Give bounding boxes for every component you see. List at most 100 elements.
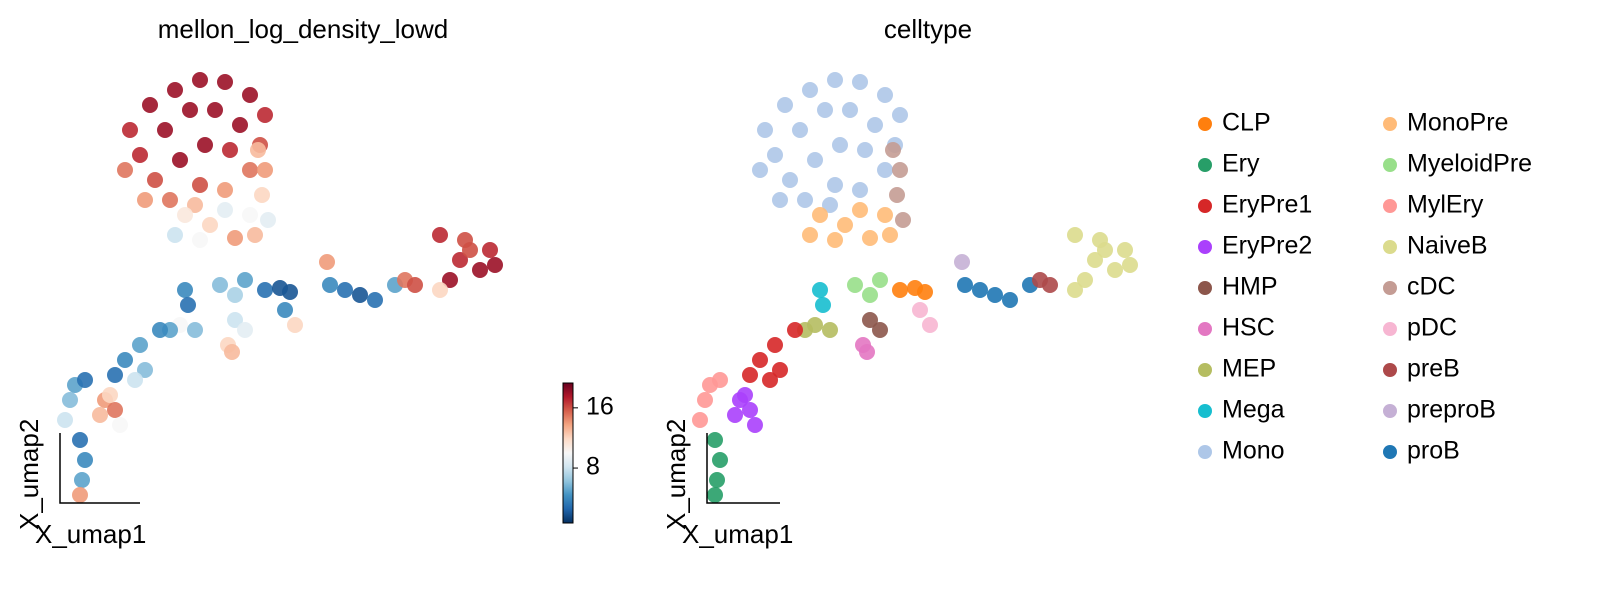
point xyxy=(74,472,90,488)
point xyxy=(132,147,148,163)
point xyxy=(212,277,228,293)
point xyxy=(954,254,970,270)
legend-label: Ery xyxy=(1222,150,1260,178)
legend-label: Mono xyxy=(1222,437,1285,465)
point xyxy=(747,417,763,433)
point xyxy=(107,402,123,418)
point xyxy=(287,317,303,333)
point xyxy=(852,74,868,90)
legend-marker xyxy=(1383,199,1397,213)
chart-title: celltype xyxy=(884,14,972,44)
point xyxy=(152,322,168,338)
point xyxy=(972,282,988,298)
point xyxy=(767,337,783,353)
point xyxy=(207,102,223,118)
legend-marker xyxy=(1198,199,1212,213)
point xyxy=(1077,272,1093,288)
axis-arrow xyxy=(706,433,780,504)
point xyxy=(157,122,173,138)
point xyxy=(319,254,335,270)
point xyxy=(407,277,423,293)
point xyxy=(57,412,73,428)
x-axis-label: X_umap1 xyxy=(35,519,146,549)
point xyxy=(842,102,858,118)
point xyxy=(709,472,725,488)
point xyxy=(242,87,258,103)
legend-marker xyxy=(1383,240,1397,254)
point xyxy=(752,352,768,368)
point xyxy=(132,337,148,353)
point xyxy=(242,162,258,178)
point xyxy=(877,87,893,103)
point xyxy=(237,272,253,288)
point xyxy=(767,147,783,163)
legend-label: HSC xyxy=(1222,314,1275,342)
point xyxy=(1107,262,1123,278)
point xyxy=(482,242,498,258)
legend-label: MEP xyxy=(1222,355,1276,383)
point xyxy=(852,182,868,198)
legend-marker xyxy=(1198,158,1212,172)
point xyxy=(892,107,908,123)
point xyxy=(882,227,898,243)
point xyxy=(877,162,893,178)
point xyxy=(1002,292,1018,308)
point xyxy=(260,212,276,228)
legend-marker xyxy=(1198,117,1212,131)
chart-title: mellon_log_density_lowd xyxy=(158,14,449,44)
point xyxy=(127,372,143,388)
colorbar xyxy=(562,382,574,524)
point xyxy=(797,192,813,208)
point xyxy=(807,152,823,168)
legend-marker xyxy=(1198,322,1212,336)
legend-marker xyxy=(1383,445,1397,459)
point xyxy=(1092,232,1108,248)
point xyxy=(182,102,198,118)
plot xyxy=(692,72,1138,503)
point xyxy=(912,302,928,318)
point xyxy=(147,172,163,188)
point xyxy=(917,284,933,300)
legend-label: pDC xyxy=(1407,314,1457,342)
point xyxy=(1087,252,1103,268)
point xyxy=(162,192,178,208)
point xyxy=(457,232,473,248)
legend-label: MylEry xyxy=(1407,191,1484,219)
point xyxy=(137,362,153,378)
legend-label: NaiveB xyxy=(1407,232,1488,260)
point xyxy=(352,287,368,303)
point xyxy=(237,322,253,338)
point xyxy=(217,202,233,218)
point xyxy=(217,74,233,90)
point xyxy=(885,142,901,158)
point xyxy=(895,212,911,228)
point xyxy=(782,172,798,188)
point xyxy=(727,407,743,423)
point xyxy=(707,487,723,503)
point xyxy=(1117,242,1133,258)
point xyxy=(192,232,208,248)
point xyxy=(77,372,93,388)
legend-label: preproB xyxy=(1407,396,1496,424)
point xyxy=(217,182,233,198)
point xyxy=(197,137,213,153)
point xyxy=(322,277,338,293)
point xyxy=(432,227,448,243)
point xyxy=(122,122,138,138)
point xyxy=(867,117,883,133)
point xyxy=(242,207,258,223)
point xyxy=(142,97,158,113)
point xyxy=(254,187,270,203)
point xyxy=(772,362,788,378)
point xyxy=(232,117,248,133)
point xyxy=(827,232,843,248)
point xyxy=(227,230,243,246)
legend-label: MonoPre xyxy=(1407,109,1508,137)
point xyxy=(877,207,893,223)
legend-marker xyxy=(1383,117,1397,131)
point xyxy=(987,287,1003,303)
x-axis-label: X_umap1 xyxy=(682,519,793,549)
legend-label: MyeloidPre xyxy=(1407,150,1532,178)
point xyxy=(117,352,133,368)
